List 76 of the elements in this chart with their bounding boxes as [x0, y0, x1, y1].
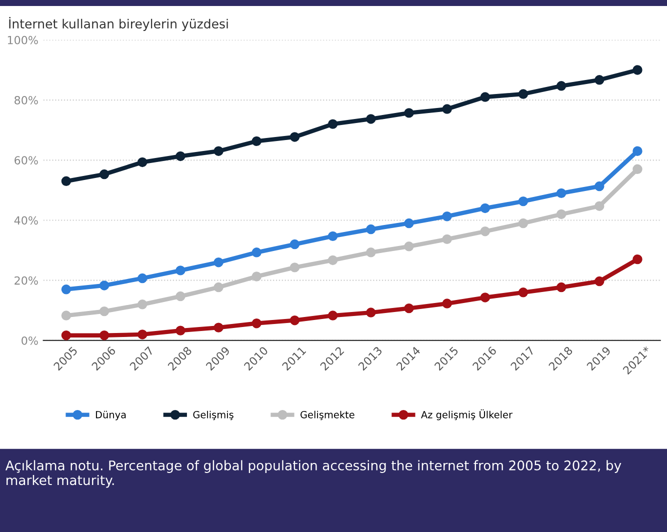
point	[252, 136, 262, 146]
point	[518, 288, 528, 298]
point	[556, 188, 566, 198]
point	[518, 218, 528, 228]
point	[594, 201, 604, 211]
point	[138, 273, 148, 284]
point	[252, 248, 262, 258]
legend-label: Gelişmiş	[193, 410, 234, 420]
point	[556, 209, 566, 220]
point	[594, 276, 604, 286]
point	[99, 169, 110, 180]
point	[99, 306, 110, 316]
point	[442, 211, 452, 222]
point	[328, 255, 338, 266]
point	[61, 310, 72, 320]
point	[632, 164, 642, 174]
legend-label: Dünya	[96, 410, 126, 420]
point	[214, 322, 224, 332]
point	[176, 266, 186, 276]
point	[328, 231, 338, 242]
point	[252, 272, 262, 282]
point	[214, 282, 224, 292]
point	[518, 89, 528, 99]
point	[61, 284, 72, 294]
point	[366, 248, 376, 258]
point	[214, 146, 224, 156]
point	[61, 330, 72, 340]
point	[366, 114, 376, 124]
point	[328, 119, 338, 129]
point	[252, 318, 262, 328]
point	[290, 262, 300, 272]
point	[404, 108, 414, 118]
point	[404, 218, 414, 228]
y-tick-label: 0%	[22, 336, 38, 345]
chart-title: İnternet kullanan bireylerin yüzdesi	[9, 16, 228, 31]
point	[214, 257, 224, 268]
point	[404, 242, 414, 252]
point	[138, 157, 148, 168]
text: Açıklama notu. Percentage of global population accessing the internet from 2005 to 2022, by market maturity.	[5, 460, 622, 488]
point	[290, 315, 300, 326]
point	[442, 234, 452, 244]
point	[366, 224, 376, 234]
point	[328, 310, 338, 320]
point	[480, 92, 490, 102]
point	[99, 330, 110, 340]
point	[99, 280, 110, 290]
point	[176, 151, 186, 162]
point	[442, 298, 452, 308]
point	[480, 203, 490, 214]
point	[632, 146, 642, 156]
point	[556, 282, 566, 292]
y-tick-label: 80%	[14, 96, 38, 104]
point	[556, 81, 566, 91]
y-tick-label: 40%	[14, 216, 38, 225]
y-tick-label: 60%	[14, 156, 38, 165]
legend-label: Gelişmekte	[300, 410, 354, 420]
point	[61, 176, 72, 186]
point	[176, 326, 186, 336]
point	[480, 226, 490, 236]
point	[480, 292, 490, 302]
point	[442, 104, 452, 114]
y-tick-label: 100%	[8, 36, 38, 44]
point	[290, 239, 300, 250]
point	[366, 308, 376, 318]
legend-label: Az gelişmiş Ülkeler	[421, 409, 512, 420]
point	[404, 303, 414, 314]
point	[594, 181, 604, 192]
point	[138, 300, 148, 310]
point	[594, 75, 604, 85]
point	[632, 65, 642, 75]
y-tick-label: 20%	[14, 276, 38, 285]
point	[176, 291, 186, 302]
point	[518, 196, 528, 206]
point	[290, 132, 300, 142]
point	[632, 254, 642, 264]
point	[138, 330, 148, 340]
